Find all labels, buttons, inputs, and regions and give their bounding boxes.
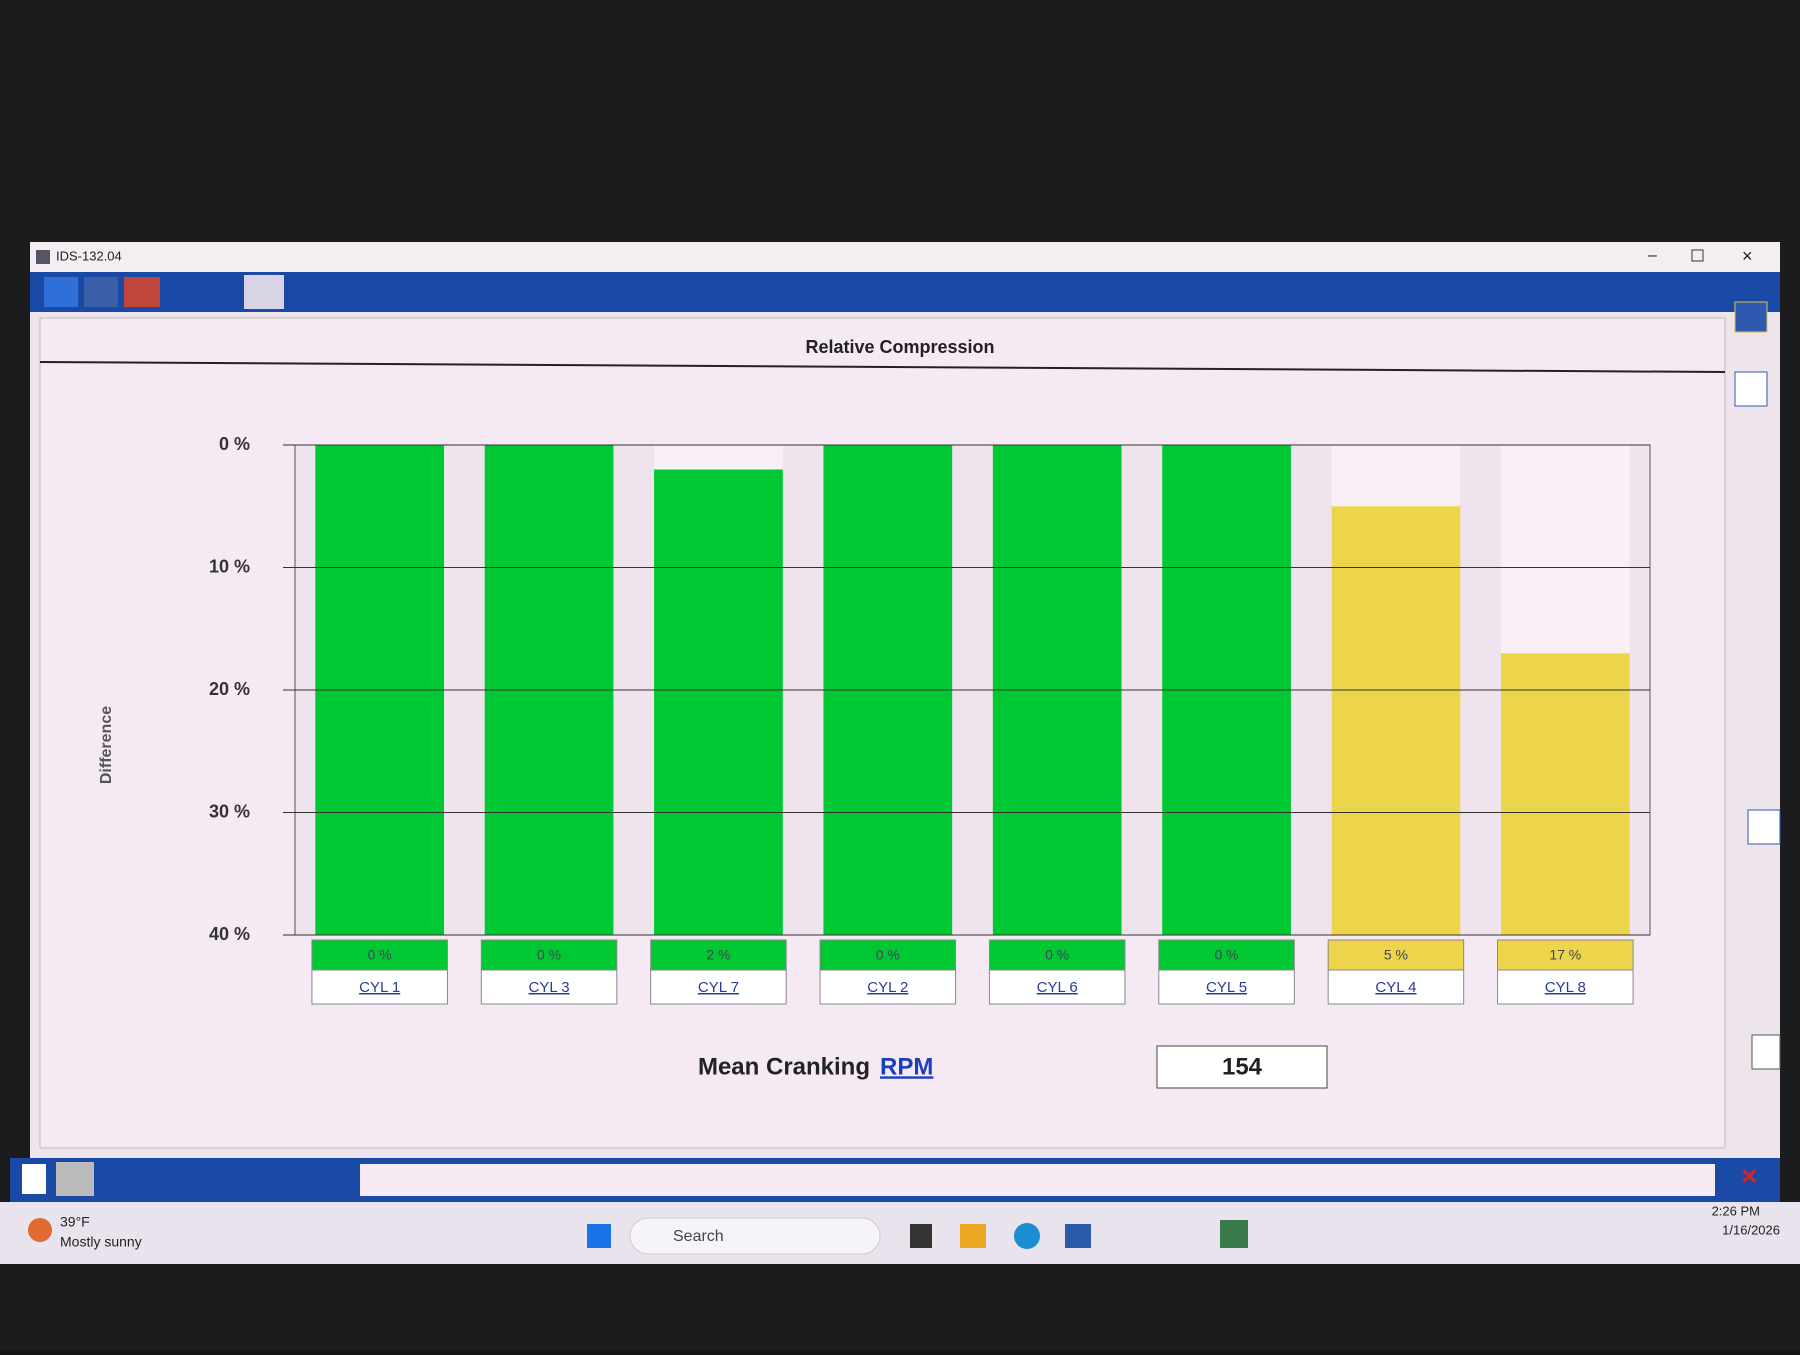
toolbox-button[interactable]: [124, 277, 160, 307]
swap-button[interactable]: [1734, 301, 1768, 333]
ids-icon[interactable]: [1220, 1220, 1248, 1248]
category-box: [311, 969, 448, 1005]
weather-icon: [28, 1218, 52, 1242]
y-tick-label: 0 %: [219, 434, 250, 454]
rpm-link[interactable]: RPM: [880, 1053, 933, 1080]
value-label-box: [650, 939, 787, 971]
x-tick-label: CYL 4: [1375, 979, 1416, 996]
value-label: 2 %: [706, 947, 730, 963]
title-bar: [30, 242, 1780, 272]
window-title: IDS-132.04: [56, 248, 122, 263]
title-rule: [39, 361, 1726, 373]
value-label: 5 %: [1384, 947, 1408, 963]
value-label: 17 %: [1549, 947, 1581, 963]
back-button[interactable]: [44, 277, 78, 307]
rpm-value: 154: [1222, 1053, 1263, 1080]
x-tick-label: CYL 6: [1037, 979, 1078, 996]
cancel-button[interactable]: ✕: [1740, 1164, 1758, 1189]
weather-text: Mostly sunny: [60, 1234, 142, 1250]
value-label: 0 %: [876, 947, 900, 963]
explorer-icon[interactable]: [960, 1224, 986, 1248]
value-label: 0 %: [368, 947, 392, 963]
x-tick-label: CYL 5: [1206, 979, 1247, 996]
category-box: [988, 969, 1126, 1005]
start-button[interactable]: [587, 1224, 611, 1248]
log-button[interactable]: [56, 1162, 94, 1196]
value-label-box: [1158, 939, 1295, 971]
x-tick-label: CYL 7: [698, 979, 739, 996]
info-button[interactable]: [1747, 809, 1781, 845]
value-label-box: [311, 939, 448, 971]
x-tick-label: CYL 8: [1545, 979, 1586, 996]
y-axis-title: Difference: [98, 706, 115, 784]
chart: 0 % CYL 1 0 % CYL 3 2 % CYL 7 0 % CYL 2 0 % CYL 6…: [209, 434, 1651, 1005]
list-button[interactable]: [1734, 371, 1768, 407]
chart-title: Relative Compression: [805, 337, 994, 357]
edge-icon[interactable]: [1014, 1223, 1040, 1249]
taskbar: [0, 1202, 1800, 1264]
status-field: [360, 1164, 1715, 1196]
x-tick-label: CYL 1: [359, 979, 400, 996]
category-box: [819, 969, 957, 1005]
y-tick-label: 20 %: [209, 679, 250, 699]
value-label: 0 %: [1215, 947, 1239, 963]
module-button[interactable]: [244, 275, 284, 309]
taskview-icon[interactable]: [910, 1224, 932, 1248]
value-label-box: [1497, 939, 1634, 971]
category-box: [480, 969, 618, 1005]
minimize-button[interactable]: –: [1648, 247, 1657, 264]
value-label: 0 %: [537, 947, 561, 963]
mean-rpm-label: Mean Cranking: [698, 1053, 870, 1080]
x-tick-label: CYL 2: [867, 979, 908, 996]
value-label: 0 %: [1045, 947, 1069, 963]
clock-date: 1/16/2026: [1722, 1222, 1780, 1237]
category-box: [1497, 969, 1634, 1005]
vehicle-button[interactable]: [84, 277, 118, 307]
bar: [1331, 506, 1461, 935]
clock-time: 2:26 PM: [1712, 1203, 1760, 1218]
x-tick-label: CYL 3: [528, 979, 569, 996]
app-icon: [36, 250, 50, 264]
store-icon[interactable]: [1065, 1224, 1091, 1248]
weather-temp: 39°F: [60, 1214, 90, 1230]
maximize-button[interactable]: [1691, 249, 1704, 262]
category-box: [1327, 969, 1465, 1005]
rpm-box: [1156, 1045, 1328, 1089]
close-button[interactable]: ×: [1742, 246, 1753, 266]
bar: [1500, 653, 1630, 935]
search-box[interactable]: [629, 1217, 881, 1255]
report-button[interactable]: [1751, 1034, 1781, 1070]
y-tick-label: 30 %: [209, 801, 250, 821]
notes-button[interactable]: [22, 1164, 46, 1194]
category-box: [650, 969, 787, 1005]
toolbar: [30, 272, 1780, 312]
y-tick-label: 40 %: [209, 924, 250, 944]
y-tick-label: 10 %: [209, 556, 250, 576]
bar: [654, 469, 783, 935]
value-label-box: [819, 939, 957, 971]
category-box: [1158, 969, 1295, 1005]
search-text: Search: [673, 1228, 724, 1245]
value-label-box: [1327, 939, 1465, 971]
